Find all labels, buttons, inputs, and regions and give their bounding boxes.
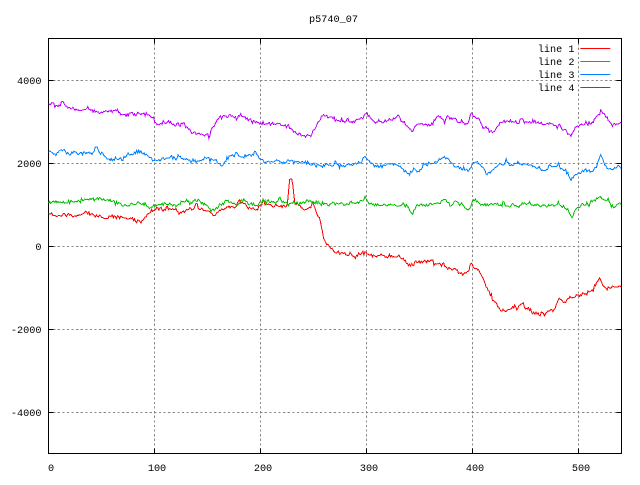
svg-text:0: 0 — [48, 464, 54, 475]
svg-text:100: 100 — [148, 464, 166, 475]
svg-text:line 1: line 1 — [538, 44, 575, 56]
svg-text:500: 500 — [572, 464, 590, 475]
svg-text:p5740_07: p5740_07 — [309, 15, 358, 26]
svg-text:line 3: line 3 — [538, 70, 575, 82]
svg-text:2000: 2000 — [17, 160, 41, 171]
svg-text:4000: 4000 — [17, 77, 41, 88]
svg-text:-4000: -4000 — [11, 409, 42, 420]
svg-text:line 2: line 2 — [538, 57, 575, 69]
svg-text:0: 0 — [35, 243, 41, 254]
svg-text:200: 200 — [254, 464, 272, 475]
svg-text:300: 300 — [360, 464, 378, 475]
svg-text:400: 400 — [466, 464, 484, 475]
svg-text:line 4: line 4 — [538, 83, 575, 95]
svg-text:-2000: -2000 — [11, 326, 42, 337]
